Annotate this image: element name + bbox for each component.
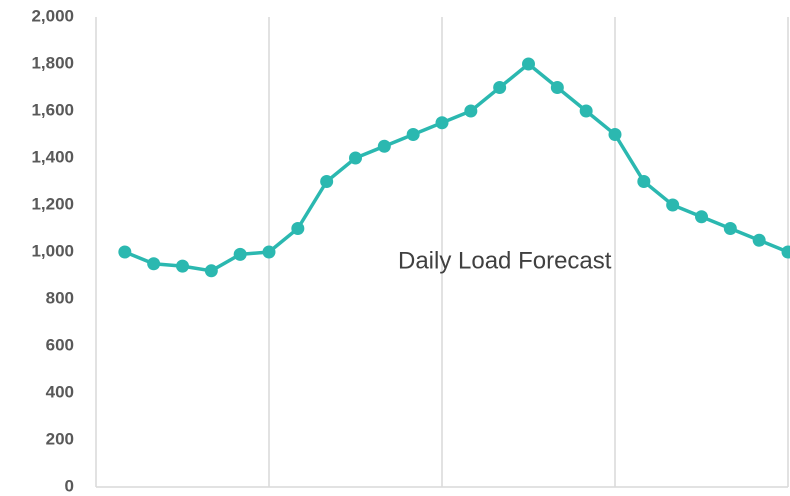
series-line <box>124 61 789 273</box>
data-point <box>176 259 189 273</box>
data-point <box>781 245 790 259</box>
data-point <box>118 245 132 259</box>
data-point <box>550 81 564 94</box>
data-point <box>666 198 680 212</box>
data-point <box>320 175 334 188</box>
data-point <box>204 264 218 278</box>
data-point <box>723 222 737 235</box>
data-point <box>147 257 161 271</box>
y-tick-label: 200 <box>46 429 74 448</box>
data-point <box>522 57 535 71</box>
series-label: Daily Load Forecast <box>398 247 612 274</box>
data-point <box>349 151 362 165</box>
data-point <box>262 245 276 259</box>
y-tick-label: 2,000 <box>31 6 74 25</box>
data-point <box>579 104 593 118</box>
data-point <box>637 175 651 188</box>
data-point <box>695 210 708 224</box>
data-point <box>291 222 305 235</box>
y-tick-label: 400 <box>46 382 74 401</box>
data-point <box>608 128 622 141</box>
data-point <box>752 233 766 247</box>
y-tick-label: 600 <box>46 335 74 354</box>
y-tick-label: 1,400 <box>31 147 74 166</box>
y-tick-label: 1,600 <box>31 100 74 119</box>
y-tick-label: 1,000 <box>31 241 74 260</box>
y-tick-label: 1,200 <box>31 194 74 213</box>
data-point <box>377 139 391 153</box>
y-tick-label: 800 <box>46 288 74 307</box>
data-point <box>435 116 449 130</box>
data-point <box>464 104 478 118</box>
data-point <box>406 128 420 141</box>
y-tick-label: 0 <box>65 476 74 495</box>
data-point <box>233 247 247 261</box>
y-tick-label: 1,800 <box>31 53 74 72</box>
data-point <box>493 81 507 94</box>
